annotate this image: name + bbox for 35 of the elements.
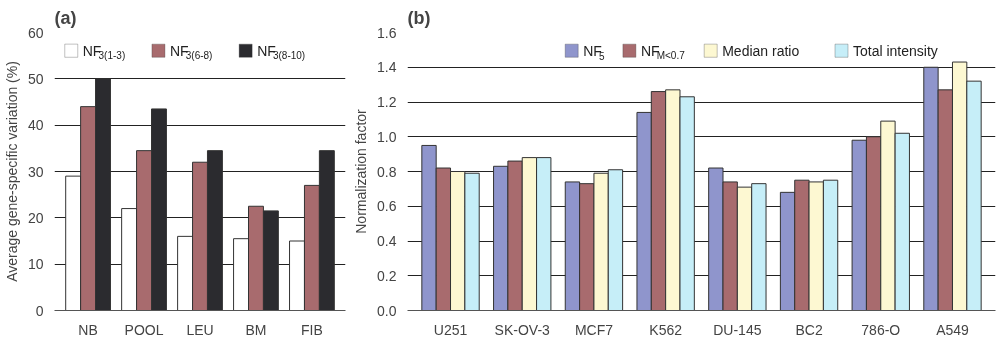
x-tick-label: POOL [124,321,164,338]
y-tick-label: 1.0 [377,128,397,145]
y-tick-label: 30 [27,163,44,180]
y-tick-label: 1.2 [377,94,397,110]
y-tick-label: 0.2 [377,267,397,284]
y-tick-label: 60 [27,24,44,41]
x-tick-label: BM [245,321,267,338]
y-axis-title: Normalization factor [353,108,370,234]
x-tick-label: K562 [649,321,683,338]
y-tick-label: 10 [27,256,44,273]
y-tick-label: 0.6 [377,198,397,215]
x-tick-label: NB [78,321,98,338]
x-tick-label: U251 [433,321,468,338]
x-tick-label: MCF7 [574,321,614,338]
x-tick-label: BC2 [795,321,823,338]
y-tick-label: 0.8 [377,163,397,180]
x-tick-label: FIB [301,321,323,338]
y-tick-label: 50 [27,70,44,87]
x-tick-label: LEU [186,321,214,338]
x-tick-label: A549 [936,321,970,338]
y-tick-label: 0 [35,302,44,319]
y-tick-label: 0.0 [377,302,397,319]
chart-title: (b) [407,7,431,28]
x-tick-label: SK-OV-3 [494,321,551,338]
y-axis-title: Average gene-specific variation (%) [3,61,20,282]
x-tick-label: 786-O [861,321,901,338]
y-tick-label: 40 [27,117,44,134]
x-tick-label: DU-145 [713,321,762,338]
y-tick-label: 1.6 [377,24,397,41]
y-tick-label: 1.4 [377,59,397,76]
y-tick-label: 20 [27,209,44,226]
legend-label: Median ratio [722,42,800,59]
chart-title: (a) [54,7,77,28]
y-tick-label: 0.4 [377,233,397,249]
legend-label: Total intensity [853,42,938,59]
